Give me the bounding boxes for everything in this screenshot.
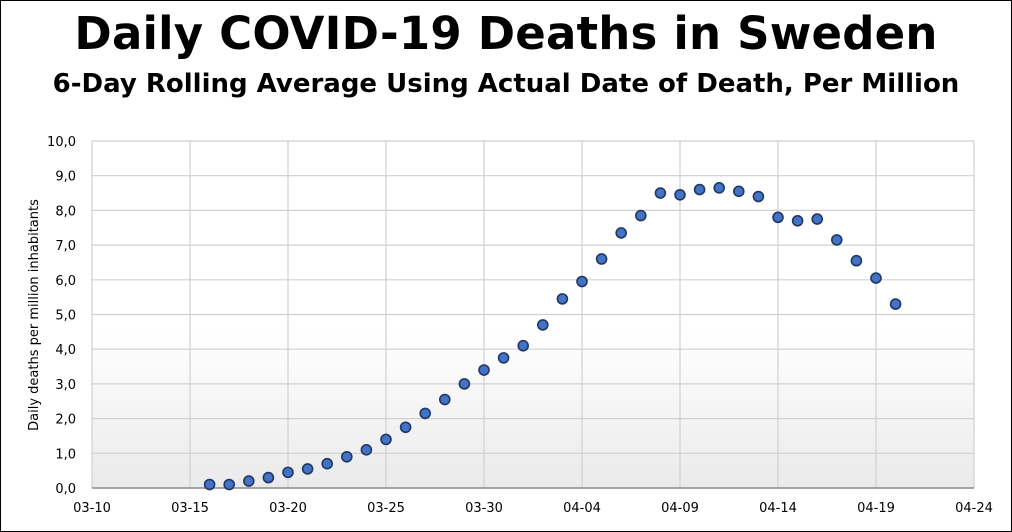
- y-tick-label: 0,0: [55, 482, 76, 497]
- data-point: [889, 298, 902, 310]
- data-point: [340, 450, 353, 463]
- x-tick-label: 03-10: [73, 501, 111, 516]
- x-tick-label: 04-04: [563, 501, 601, 516]
- y-tick-label: 3,0: [55, 378, 76, 393]
- x-tick-label: 03-20: [269, 501, 307, 516]
- y-tick-label: 10,0: [47, 135, 76, 150]
- data-point: [438, 393, 451, 406]
- data-point: [203, 478, 216, 491]
- y-tick-label: 4,0: [55, 343, 76, 358]
- data-point: [870, 272, 882, 284]
- x-tick-label: 03-30: [465, 501, 503, 516]
- data-point: [556, 293, 569, 305]
- data-point: [360, 444, 373, 456]
- data-point: [301, 463, 314, 475]
- data-point: [732, 185, 745, 198]
- y-tick-label: 5,0: [55, 309, 76, 324]
- data-points: [203, 182, 902, 491]
- data-point: [223, 478, 235, 491]
- y-tick-label: 8,0: [55, 204, 76, 219]
- y-tick-label: 6,0: [55, 274, 76, 289]
- x-tick-label: 04-09: [661, 501, 699, 516]
- y-tick-label: 7,0: [55, 239, 76, 254]
- data-point: [615, 227, 628, 239]
- x-tick-label: 04-14: [759, 501, 797, 516]
- data-point: [536, 319, 549, 331]
- x-tick-label: 03-15: [171, 501, 209, 516]
- data-point: [458, 378, 471, 390]
- data-point: [634, 209, 647, 222]
- data-point: [752, 190, 765, 203]
- tick-labels: 0,0 1,0 2,0 3,0 4,0 5,0 6,0 7,0 8,0 9,0 10,0 03-10 0…: [47, 135, 993, 516]
- data-point: [830, 234, 843, 246]
- data-point: [419, 407, 432, 420]
- data-point: [713, 182, 726, 194]
- data-point: [850, 254, 863, 267]
- data-point: [282, 466, 294, 479]
- data-point: [772, 211, 784, 224]
- data-point: [674, 188, 686, 201]
- y-tick-label: 9,0: [55, 170, 76, 185]
- data-point: [243, 475, 255, 487]
- x-tick-label: 04-19: [857, 501, 895, 516]
- y-tick-label: 2,0: [55, 413, 76, 428]
- data-point: [693, 183, 706, 196]
- data-point: [380, 433, 392, 446]
- data-point: [595, 253, 608, 265]
- data-point: [321, 457, 334, 470]
- data-point: [791, 215, 804, 227]
- x-tick-label: 04-24: [955, 501, 993, 516]
- data-point: [811, 213, 824, 225]
- data-point: [517, 339, 530, 352]
- data-point: [399, 421, 412, 434]
- x-tick-label: 03-25: [367, 501, 405, 516]
- y-tick-label: 1,0: [55, 447, 76, 462]
- chart-subtitle: 6-Day Rolling Average Using Actual Date …: [52, 69, 960, 99]
- data-point: [654, 187, 667, 199]
- chart-title: Daily COVID-19 Deaths in Sweden: [74, 7, 938, 60]
- y-axis-label: Daily deaths per million inhabitants: [27, 199, 42, 431]
- data-point: [478, 364, 490, 376]
- data-point: [497, 352, 510, 364]
- data-point: [262, 471, 275, 484]
- data-point: [576, 275, 588, 288]
